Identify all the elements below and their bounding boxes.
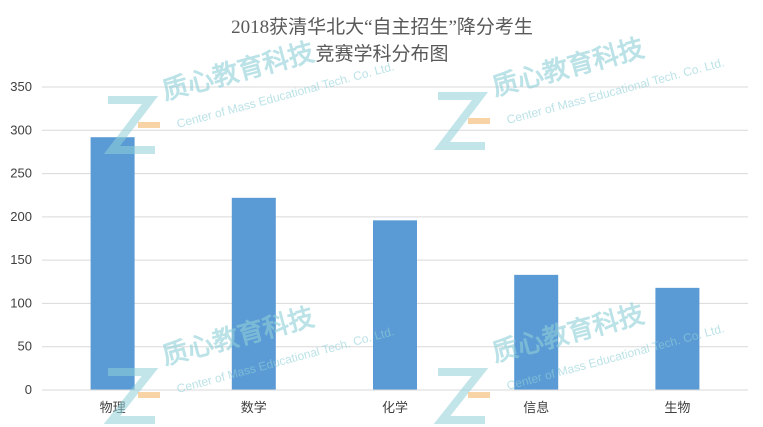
chart-subtitle: 竞赛学科分布图 [315,43,448,65]
y-tick-label: 100 [10,295,32,310]
logo-accent-icon [138,392,160,398]
chart-title: 2018获清华北大“自主招生”降分考生 [231,16,533,38]
y-tick-label: 50 [18,339,32,354]
y-tick-label: 350 [10,79,32,94]
logo-z-icon [103,96,159,154]
watermark-top-right: 质心教育科技 Center of Mass Educational Tech. … [433,32,726,150]
y-tick-label: 250 [10,166,32,181]
bar-2 [373,220,417,390]
bar-1 [231,197,276,390]
logo-z-icon [433,92,489,150]
logo-z-icon [103,368,159,424]
y-tick-label: 200 [10,209,32,224]
y-tick-label: 150 [10,252,32,267]
bar-4 [655,287,700,390]
logo-z-icon [433,368,489,424]
x-category-label: 化学 [382,400,408,416]
bar-3 [514,274,559,390]
bars [90,137,700,390]
logo-accent-icon [138,122,160,128]
x-axis-categories: 物理 数学 化学 信息 生物 [100,400,691,416]
x-category-label: 数学 [241,400,267,416]
x-category-label: 生物 [664,401,690,416]
y-tick-label: 300 [10,122,32,137]
logo-accent-icon [468,392,490,398]
bar-0 [90,137,135,390]
x-category-label: 信息 [523,400,549,416]
logo-accent-icon [468,118,490,124]
y-tick-label: 0 [25,382,32,397]
y-axis-ticks: 0 50 100 150 200 250 300 350 [10,79,32,397]
